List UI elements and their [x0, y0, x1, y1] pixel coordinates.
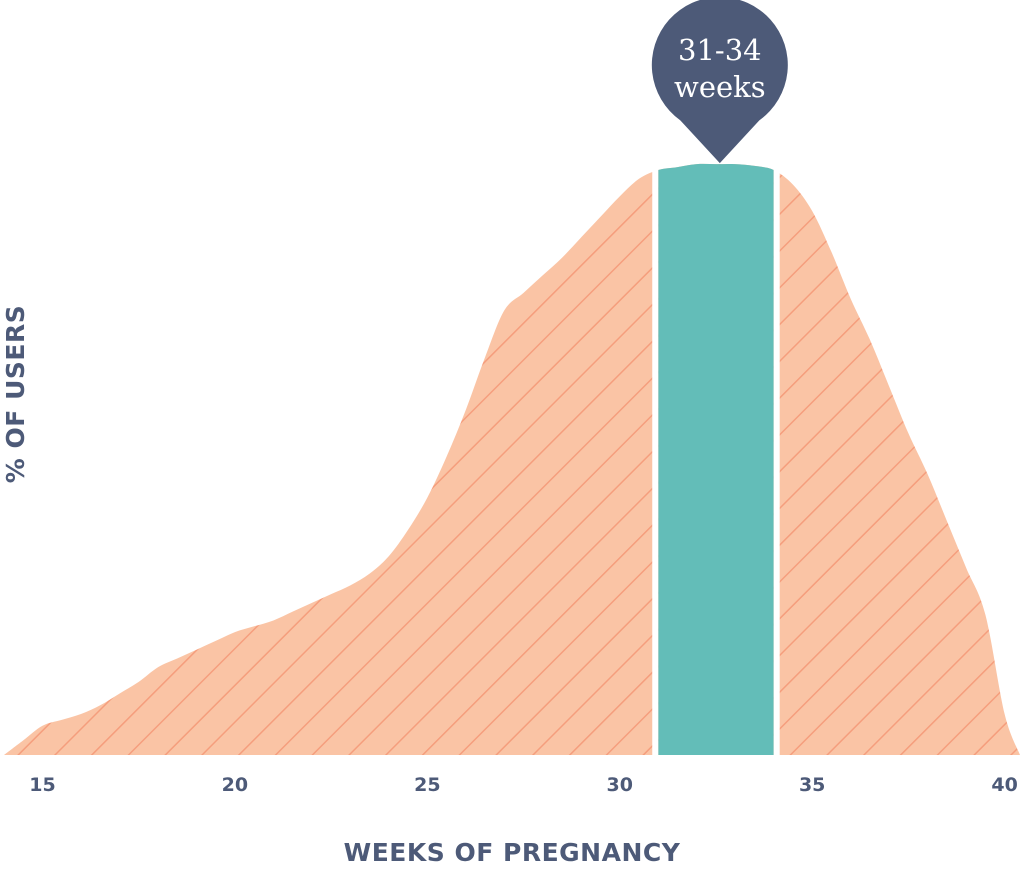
callout-label-range: 31-34 — [678, 33, 762, 67]
x-axis-ticks: 15 20 25 30 35 40 — [29, 774, 1018, 796]
x-tick-label: 20 — [222, 774, 248, 796]
x-tick-label: 30 — [607, 774, 633, 796]
distribution-area — [4, 163, 1020, 755]
callout-label-unit: weeks — [674, 70, 766, 104]
x-tick-label: 15 — [29, 774, 55, 796]
y-axis-title: % OF USERS — [1, 305, 30, 483]
x-tick-label: 25 — [414, 774, 440, 796]
x-tick-label: 35 — [799, 774, 825, 796]
callout-pin — [651, 0, 788, 164]
x-axis-title: WEEKS OF PREGNANCY — [344, 838, 681, 865]
x-tick-label: 40 — [991, 774, 1017, 796]
highlight-band — [658, 163, 774, 755]
